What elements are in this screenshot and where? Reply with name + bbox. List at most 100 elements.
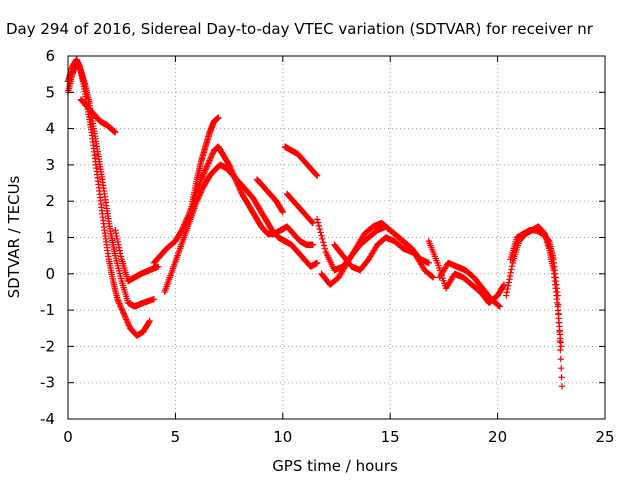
x-tick-label: 10 (273, 428, 292, 446)
data-point (544, 236, 552, 243)
data-point (506, 272, 514, 280)
data-point (206, 155, 214, 163)
data-point (429, 274, 437, 281)
data-point (236, 186, 244, 193)
x-tick-label: 15 (381, 428, 400, 446)
data-point (114, 238, 122, 246)
data-marks (64, 56, 566, 390)
data-point (124, 319, 131, 326)
data-point (204, 161, 211, 169)
data-point (505, 279, 512, 286)
data-series (112, 227, 162, 285)
data-point (201, 167, 209, 174)
data-point (504, 285, 511, 293)
data-point (125, 320, 132, 328)
x-tick-label: 5 (171, 428, 181, 446)
data-point (558, 383, 566, 390)
data-point (207, 154, 215, 161)
data-series (64, 56, 153, 339)
data-point (198, 187, 205, 195)
data-point (321, 245, 329, 252)
data-point (196, 192, 203, 199)
data-series (189, 114, 222, 205)
data-point (150, 296, 158, 303)
data-point (308, 218, 315, 225)
data-point (113, 232, 120, 240)
data-point (112, 227, 119, 234)
data-point (112, 229, 120, 237)
y-tick-label: 1 (45, 229, 55, 247)
data-point (183, 216, 190, 224)
data-point (201, 168, 208, 176)
data-point (313, 172, 321, 179)
data-point (554, 301, 562, 308)
data-point (123, 316, 130, 323)
x-tick-label: 0 (63, 428, 73, 446)
data-point (495, 302, 503, 309)
data-point (314, 219, 322, 226)
data-point (116, 247, 123, 254)
y-tick-label: 3 (45, 156, 55, 174)
data-point (500, 281, 508, 288)
data-point (125, 322, 133, 329)
data-point (557, 364, 565, 372)
data-point (208, 152, 215, 160)
data-point (507, 269, 514, 276)
data-point (123, 317, 131, 325)
data-point (508, 266, 515, 273)
data-point (225, 161, 233, 169)
data-point (317, 229, 324, 236)
data-point (117, 253, 125, 260)
data-point (502, 292, 510, 299)
data-point (120, 309, 127, 316)
data-point (205, 160, 212, 167)
data-point (558, 374, 565, 381)
data-point (197, 189, 204, 196)
data-point (112, 129, 119, 136)
data-point (312, 171, 320, 178)
data-point (503, 289, 511, 296)
data-point (121, 313, 129, 320)
x-tick-label: 25 (595, 428, 614, 446)
data-point (425, 259, 433, 267)
data-point (506, 276, 513, 283)
data-point (200, 170, 207, 177)
data-point (114, 296, 121, 303)
data-point (319, 235, 326, 243)
data-point (115, 298, 122, 306)
data-point (309, 241, 317, 248)
data-point (215, 114, 222, 121)
data-series (77, 96, 119, 136)
grid-lines (68, 56, 605, 419)
data-point (118, 304, 125, 312)
data-point (316, 225, 323, 233)
data-point (116, 300, 123, 307)
y-tick-label: -4 (40, 410, 55, 428)
data-point (279, 208, 286, 216)
data-point (196, 190, 204, 198)
data-point (496, 303, 503, 310)
data-point (155, 263, 162, 270)
data-series (161, 161, 321, 296)
data-point (408, 248, 415, 256)
data-point (429, 273, 436, 280)
data-series (331, 234, 415, 274)
data-point (121, 311, 128, 319)
data-point (278, 207, 286, 215)
data-point (555, 310, 562, 317)
data-point (508, 262, 516, 270)
y-tick-label: -1 (40, 301, 55, 319)
data-point (208, 151, 216, 158)
data-point (555, 319, 563, 327)
data-series (281, 143, 321, 179)
data-point (203, 164, 210, 172)
data-point (194, 196, 201, 203)
data-point (557, 355, 564, 363)
data-point (199, 173, 206, 180)
data-point (115, 241, 122, 248)
data-point (313, 216, 321, 223)
y-tick-label: 5 (45, 83, 55, 101)
data-point (556, 337, 564, 345)
data-point (145, 318, 153, 326)
